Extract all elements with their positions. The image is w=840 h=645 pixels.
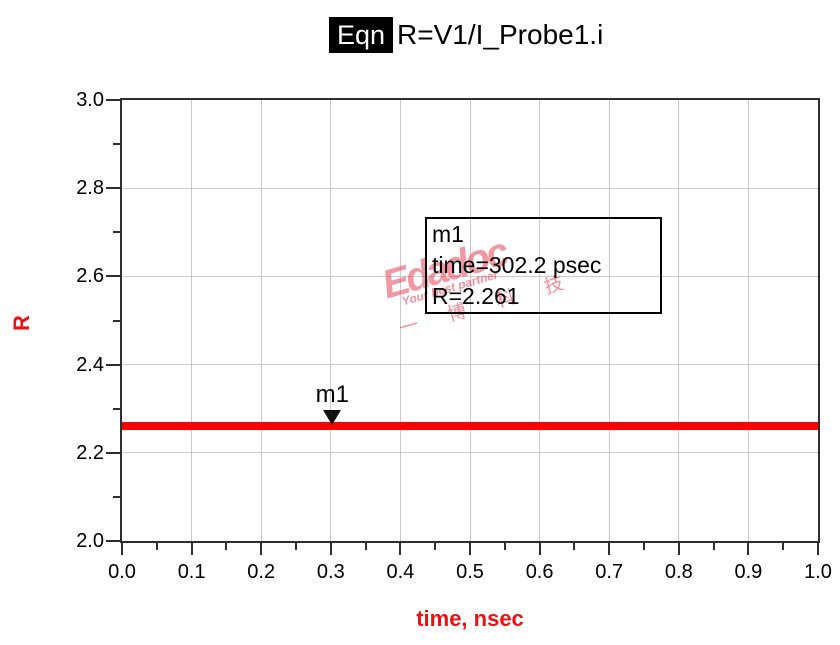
- x-minor-tick: [712, 543, 715, 550]
- y-minor-tick: [113, 407, 120, 410]
- marker-annotation-box[interactable]: m1 time=302.2 psec R=2.261: [425, 217, 662, 314]
- y-tick-label: 2.2: [76, 441, 104, 464]
- plot-area: [120, 98, 820, 543]
- eqn-badge: Eqn: [329, 17, 394, 53]
- y-major-tick: [106, 451, 120, 454]
- y-gridline: [122, 275, 818, 277]
- x-gridline: [539, 100, 541, 541]
- y-major-tick: [106, 99, 120, 101]
- y-tick-label: 2.8: [76, 177, 104, 200]
- x-major-tick: [608, 543, 611, 555]
- marker-m1-label: m1: [315, 380, 349, 408]
- y-tick-label: 2.6: [76, 265, 104, 288]
- y-tick-label: 2.4: [76, 353, 104, 376]
- x-gridline: [608, 100, 610, 541]
- x-tick-label: 0.1: [177, 561, 206, 583]
- x-major-tick: [399, 543, 402, 555]
- x-major-tick: [121, 543, 123, 555]
- x-tick-label: 0.0: [108, 561, 136, 583]
- x-minor-tick: [782, 543, 785, 550]
- x-major-tick: [469, 543, 471, 555]
- x-tick-label: 0.5: [456, 561, 484, 583]
- x-minor-tick: [155, 543, 158, 550]
- x-gridline: [678, 100, 680, 541]
- y-tick-label: 3.0: [76, 89, 104, 111]
- x-gridline: [260, 100, 262, 541]
- x-tick-label: 0.9: [734, 561, 763, 583]
- x-minor-tick: [643, 543, 645, 550]
- annotation-line-time: time=302.2 psec: [432, 252, 602, 278]
- x-minor-tick: [295, 543, 297, 550]
- annotation-line-id: m1: [432, 221, 464, 247]
- x-major-tick: [190, 543, 193, 555]
- x-major-tick: [677, 543, 680, 555]
- y-major-tick: [106, 187, 120, 190]
- y-minor-tick: [113, 143, 120, 146]
- data-line-trace[interactable]: [122, 421, 818, 430]
- x-tick-label: 0.4: [386, 561, 415, 583]
- x-major-tick: [747, 543, 750, 555]
- y-minor-tick: [113, 231, 120, 234]
- y-gridline: [122, 364, 818, 366]
- y-minor-tick: [113, 319, 120, 322]
- x-tick-label: 0.7: [595, 561, 624, 583]
- x-major-tick: [260, 543, 263, 555]
- x-tick-label: 0.6: [525, 561, 554, 583]
- x-minor-tick: [434, 543, 437, 550]
- y-minor-tick: [113, 495, 120, 498]
- y-gridline: [122, 452, 818, 454]
- x-major-tick: [329, 543, 332, 555]
- y-major-tick: [106, 363, 120, 366]
- x-tick-label: 0.3: [316, 561, 345, 583]
- marker-m1-triangle-icon[interactable]: [323, 409, 342, 425]
- equation-title: R=V1/I_Probe1.i: [397, 19, 604, 50]
- y-tick-label: 2.0: [76, 530, 104, 552]
- x-gridline: [191, 100, 193, 541]
- y-gridline: [122, 187, 818, 189]
- chart-title: Eqn R=V1/I_Probe1.i: [329, 17, 603, 53]
- y-axis-title: R: [9, 315, 34, 331]
- x-minor-tick: [225, 543, 228, 550]
- x-tick-label: 0.8: [664, 561, 693, 583]
- x-major-tick: [538, 543, 541, 555]
- y-major-tick: [106, 275, 120, 278]
- y-major-tick: [106, 540, 120, 542]
- x-tick-label: 1.0: [804, 561, 832, 583]
- x-minor-tick: [573, 543, 576, 550]
- annotation-line-value: R=2.261: [432, 283, 520, 309]
- x-gridline: [330, 100, 332, 541]
- x-gridline: [399, 100, 401, 541]
- x-tick-label: 0.2: [247, 561, 276, 583]
- x-gridline: [469, 100, 471, 541]
- x-minor-tick: [364, 543, 367, 550]
- x-axis-title: time, nsec: [416, 606, 524, 631]
- x-gridline: [747, 100, 749, 541]
- x-major-tick: [817, 543, 819, 555]
- x-minor-tick: [503, 543, 506, 550]
